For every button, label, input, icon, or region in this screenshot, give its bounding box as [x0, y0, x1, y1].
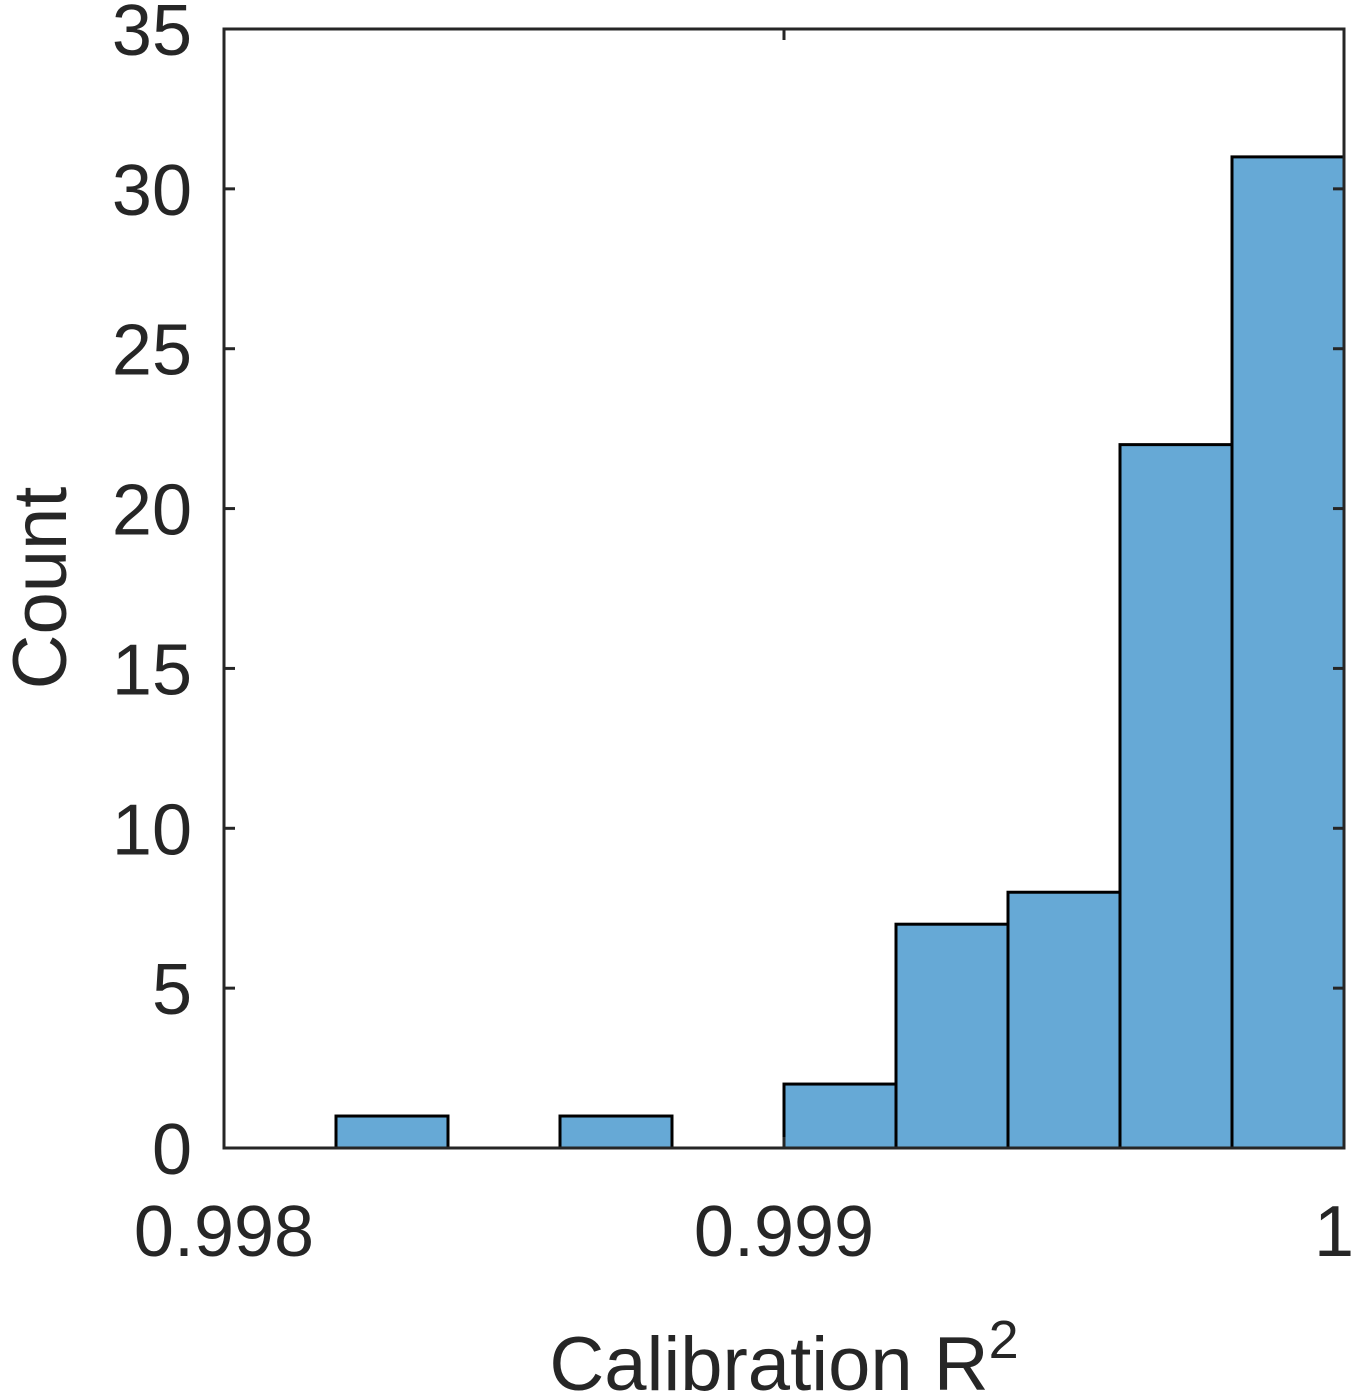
y-axis-label: Count: [0, 487, 83, 690]
histogram-bar: [334, 1114, 450, 1150]
histogram-bar: [1230, 155, 1346, 1150]
x-axis-label: Calibration R2: [549, 1310, 1018, 1399]
x-tick-labels: 0.998 0.999 1: [134, 1192, 1354, 1272]
y-tick-label: 30: [112, 151, 192, 231]
y-tick-labels: 0 5 10 15 20 25 30 35: [112, 0, 192, 1190]
x-tick-label: 0.998: [134, 1192, 314, 1272]
y-tick-label: 5: [152, 950, 192, 1030]
histogram-bar: [1006, 890, 1122, 1150]
x-tick-label: 1: [1314, 1192, 1354, 1272]
x-tick-label: 0.999: [694, 1192, 874, 1272]
histogram-bar: [894, 922, 1010, 1150]
ticks: [222, 27, 1346, 1150]
histogram-bar: [782, 1082, 898, 1150]
x-axis-label-text: Calibration R: [549, 1322, 988, 1399]
y-tick-label: 25: [112, 311, 192, 391]
y-tick-label: 20: [112, 471, 192, 551]
histogram-bar: [558, 1114, 674, 1150]
x-axis-label-superscript: 2: [989, 1310, 1019, 1370]
y-tick-label: 35: [112, 0, 192, 71]
bars: [334, 155, 1346, 1150]
y-tick-label: 15: [112, 630, 192, 710]
y-tick-label: 0: [152, 1110, 192, 1190]
y-tick-label: 10: [112, 790, 192, 870]
histogram-bar: [1118, 443, 1234, 1150]
